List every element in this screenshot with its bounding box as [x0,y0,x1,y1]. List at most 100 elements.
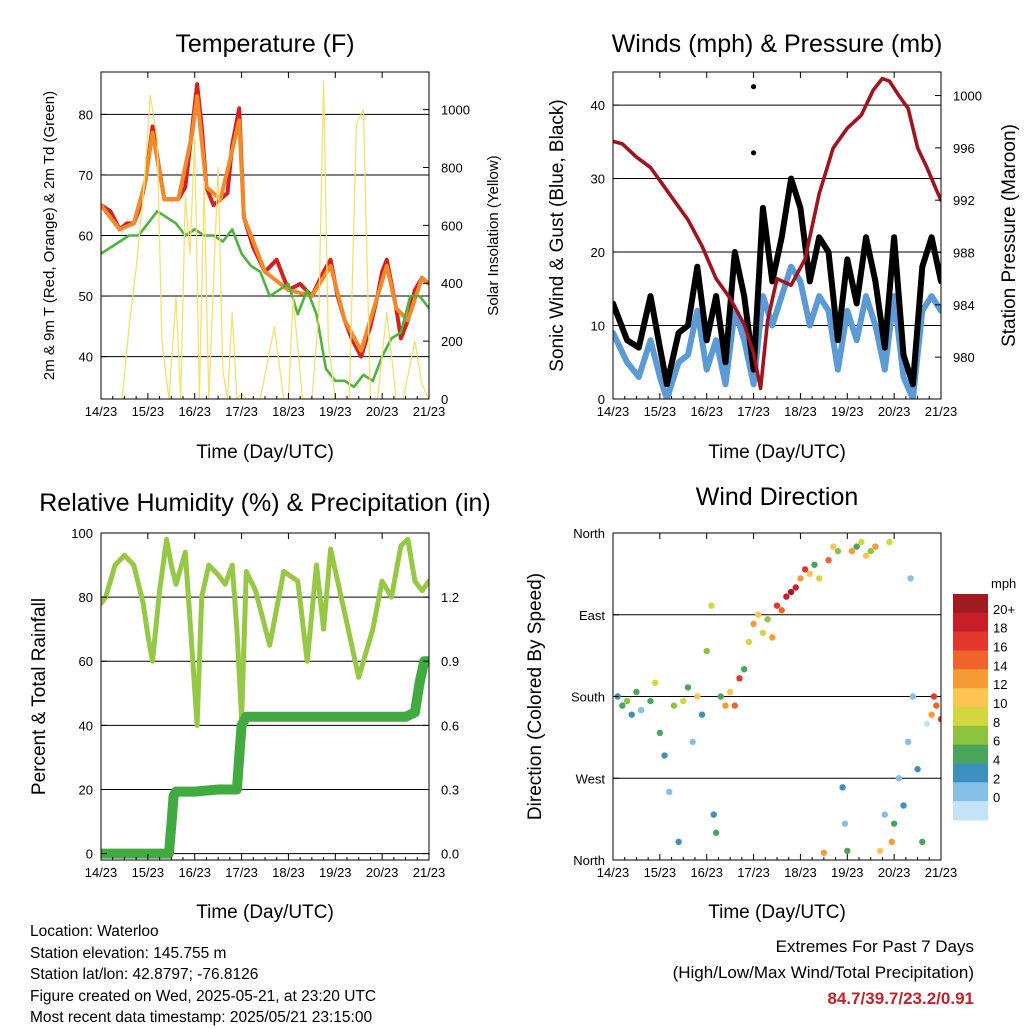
colorbar-swatch [953,782,988,802]
wind-point [741,293,747,299]
y-tick-label: North [573,853,605,868]
direction-point [933,702,940,709]
x-tick-label: 21/23 [925,404,958,419]
wind-point [750,381,757,387]
y2-axis-label: Station Pressure (Maroon) [999,124,1020,347]
direction-point [919,838,926,846]
direction-point [741,666,748,673]
wind-point [741,337,747,343]
direction-point [881,811,888,818]
chart-panel-2: Winds (mph) & Pressure (mb) Time (Day/UTC… [547,30,1020,463]
wind-point [647,293,654,299]
direction-point [736,675,743,682]
station-latlon: Station lat/lon: 42.8797; -76.8126 [30,966,259,983]
wind-point [769,278,775,285]
direction-point [647,697,654,705]
wind-point [788,175,794,182]
colorbar-label: 14 [993,658,1007,673]
direction-point [858,538,865,546]
wind-point [704,337,710,343]
direction-point [778,607,785,614]
y2-tick-label: 800 [441,160,463,175]
direction-point [909,693,917,700]
y2-tick-label: 0.6 [441,718,459,733]
direction-point [773,602,781,609]
direction-point [710,811,717,818]
direction-point [841,820,849,827]
direction-point [888,838,895,846]
direction-point [787,588,795,596]
wind-point [636,374,642,380]
colorbar-label: 12 [993,677,1007,692]
y-tick-label: 30 [591,172,605,187]
x-tick-label: 19/23 [319,404,352,419]
wind-point [825,308,832,314]
colorbar-swatch [953,801,988,821]
chart-panel-1: Temperature (F) Time (Day/UTC) 2m & 9m T (… [41,30,502,463]
direction-point [801,566,809,573]
x-tick-label: 14/23 [597,404,630,419]
direction-point [937,716,941,723]
x-tick-label: 20/23 [366,404,399,419]
wind-point [900,352,907,358]
colorbar-swatch [953,763,988,783]
y2-tick-label: 988 [953,246,975,261]
wind-point [685,352,691,358]
y-tick-label: 40 [591,98,605,113]
direction-point [769,634,776,641]
wind-point [844,308,850,314]
wind-point [613,300,616,307]
y-tick-label: 20 [79,782,93,797]
wind-point [613,330,616,336]
y-tick-label: 80 [79,107,93,122]
y-axis-label: Direction (Colored By Speed) [525,573,546,820]
direction-point [811,561,818,568]
x-tick-label: 18/23 [272,865,305,880]
wind-point [713,293,719,299]
direction-point [872,543,879,550]
y2-tick-label: 996 [953,141,975,156]
colorbar-swatch [953,744,988,764]
y-tick-label: West [576,771,606,786]
x-tick-label: 15/23 [644,404,677,419]
wind-point [910,396,916,399]
direction-point [844,847,851,855]
direction-point [722,702,729,709]
wind-point [797,278,804,285]
wind-point [844,256,850,262]
x-tick-label: 20/23 [366,865,399,880]
direction-point [797,575,804,582]
wind-point [722,381,729,387]
y-tick-label: 40 [79,350,93,365]
x-tick-label: 18/23 [272,404,305,419]
wind-point [938,278,941,285]
extremes-subtitle: (High/Low/Max Wind/Total Precipitation) [672,963,974,982]
y-axis-label: Percent & Total Rainfall [29,598,50,795]
x-tick-label: 17/23 [225,404,258,419]
y2-tick-label: 200 [441,334,463,349]
colorbar-swatch [953,631,988,651]
direction-point [848,547,856,555]
x-tick-label: 19/23 [831,404,864,419]
colorbar-swatch [953,594,988,614]
wind-point [657,374,663,380]
x-tick-label: 18/23 [784,404,817,419]
y-axis-label: Sonic Wind & Gust (Blue, Black) [547,99,568,371]
chart-title: Winds (mph) & Pressure (mb) [612,30,943,58]
x-tick-label: 19/23 [319,865,352,880]
direction-point [890,820,898,827]
direction-point [651,679,659,687]
wind-point [825,249,832,255]
x-tick-label: 17/23 [225,865,258,880]
wind-point [891,293,897,299]
series-line-3 [101,210,429,389]
y2-tick-label: 984 [953,298,975,313]
y-tick-label: 70 [79,168,93,183]
series-line-2 [101,656,429,859]
series-line-2 [101,94,429,353]
direction-point [717,693,724,700]
y-tick-label: 40 [79,718,93,733]
x-tick-label: 21/23 [413,404,446,419]
wind-point [647,337,654,343]
